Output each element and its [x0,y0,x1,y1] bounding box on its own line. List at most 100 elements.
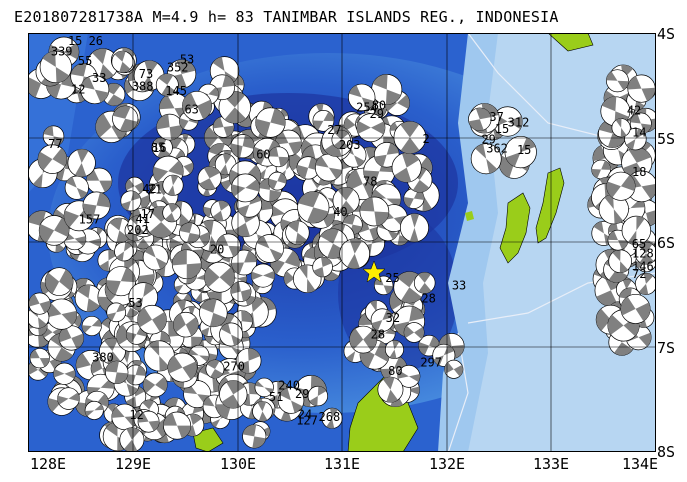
beachball-icon [624,127,647,151]
event-depth-label: 28 [371,327,385,341]
event-depth-label: 157 [79,213,101,227]
event-depth-label: 2 [423,132,430,146]
map-frame [28,33,656,452]
event-depth-label: 78 [363,175,377,189]
beachball-icon [370,308,394,332]
beachball-icon [470,143,502,175]
beachball-icon [106,302,126,323]
beachball-icon [297,191,330,224]
beachball-icon [64,175,89,200]
lat-label-4s: 4S [657,25,676,43]
beachball-icon [611,118,631,138]
beachball-icon [179,222,201,244]
lon-label-133e: 133E [532,455,570,473]
beachball-icon [255,107,286,138]
seismic-map: 17 21 27 14 15 33 25 15 24 12 16 2 72 55 63 32 29 127 41 85… [28,33,656,452]
beachball-icon [356,113,386,143]
beachball-icon [254,377,274,398]
event-depth-label: 146 [632,259,654,273]
beachball-icon [163,411,192,440]
beachball-icon [81,315,102,337]
land-islet [465,211,474,221]
beachball-icon [399,213,430,243]
beachball-icon [403,188,425,209]
land-aru-north [547,33,594,52]
beachball-icon [44,267,74,296]
beachball-icon [183,380,212,409]
beachball-icon [120,190,142,212]
lon-label-130e: 130E [219,455,257,473]
beachball-icon [111,403,138,431]
lon-label-128e: 128E [29,455,67,473]
beachball-icon [605,69,629,93]
beachball-icon [28,292,51,315]
event-depth-label: 14 [632,126,646,140]
beachball-icon [339,238,370,270]
event-depth-label: 339 [51,45,73,59]
event-depth-label: 53 [128,296,142,310]
beachball-icon [39,50,72,84]
land-kei-kecil [499,192,531,264]
beachball-icon [307,385,329,407]
beachball-icon [155,73,179,97]
lat-label-7s: 7S [657,339,676,357]
lon-label-134e: 134E [621,455,659,473]
event-depth-label: 12 [129,408,143,422]
beachball-icon [277,387,305,414]
beachball-icon [82,191,111,220]
beachball-icon [58,325,84,351]
event-depth-label: 15 [495,122,509,136]
event-depth-label: 32 [386,311,400,325]
event-depth-label: 20 [210,243,224,257]
beachball-icon [128,282,158,312]
beachball-icon [403,322,425,343]
star-icon [362,260,386,283]
lat-label-5s: 5S [657,130,676,148]
beachball-icon [38,215,70,246]
land-small-island [192,427,224,452]
event-depth-label: 297 [420,356,442,370]
beachball-icon [359,196,390,227]
beachball-icon [634,241,656,265]
beachball-icon [114,241,134,262]
beachball-icon [45,298,78,330]
event-depth-label: 352 [167,61,189,75]
event-depth-label: 12 [71,82,85,96]
event-depth-label: 380 [92,351,114,365]
beachball-icon [397,364,421,388]
beachball-icon [143,340,175,372]
lat-label-8s: 8S [657,443,676,461]
beachball-icon [621,147,653,179]
land-kei-besar [535,167,565,244]
beachball-icon [162,174,184,196]
beachball-icon [230,134,255,159]
beachball-icon [29,348,50,369]
event-depth-label: 26 [89,34,103,48]
event-depth-label: 41 [135,212,149,226]
beachball-icon [173,311,199,338]
beachball-icon [312,256,333,278]
event-depth-label: 254 [356,100,378,114]
event-depth-label: 73 [139,67,153,81]
event-depth-label: 388 [132,80,154,94]
beachball-icon [37,144,68,174]
beachball-icon [230,281,252,302]
beachball-icon [606,171,636,201]
beachball-icon [142,244,169,271]
beachball-icon [218,91,251,124]
event-depth-label: 240 [278,379,300,393]
beachball-icon [74,284,103,313]
event-depth-label: 85 [151,140,165,154]
beachball-icon [348,83,376,112]
beachball-icon [627,74,656,103]
beachball-icon [377,376,404,403]
beachball-layer [28,36,656,452]
event-depth-label: 55 [78,54,92,68]
beachball-icon [112,105,139,132]
beachball-icon [205,359,225,379]
beachball-icon [53,362,76,385]
event-depth-label: 21 [148,183,162,197]
beachball-icon [331,129,351,150]
beachball-icon [444,359,464,379]
map-title: E201807281738A M=4.9 h= 83 TANIMBAR ISLA… [14,8,559,26]
